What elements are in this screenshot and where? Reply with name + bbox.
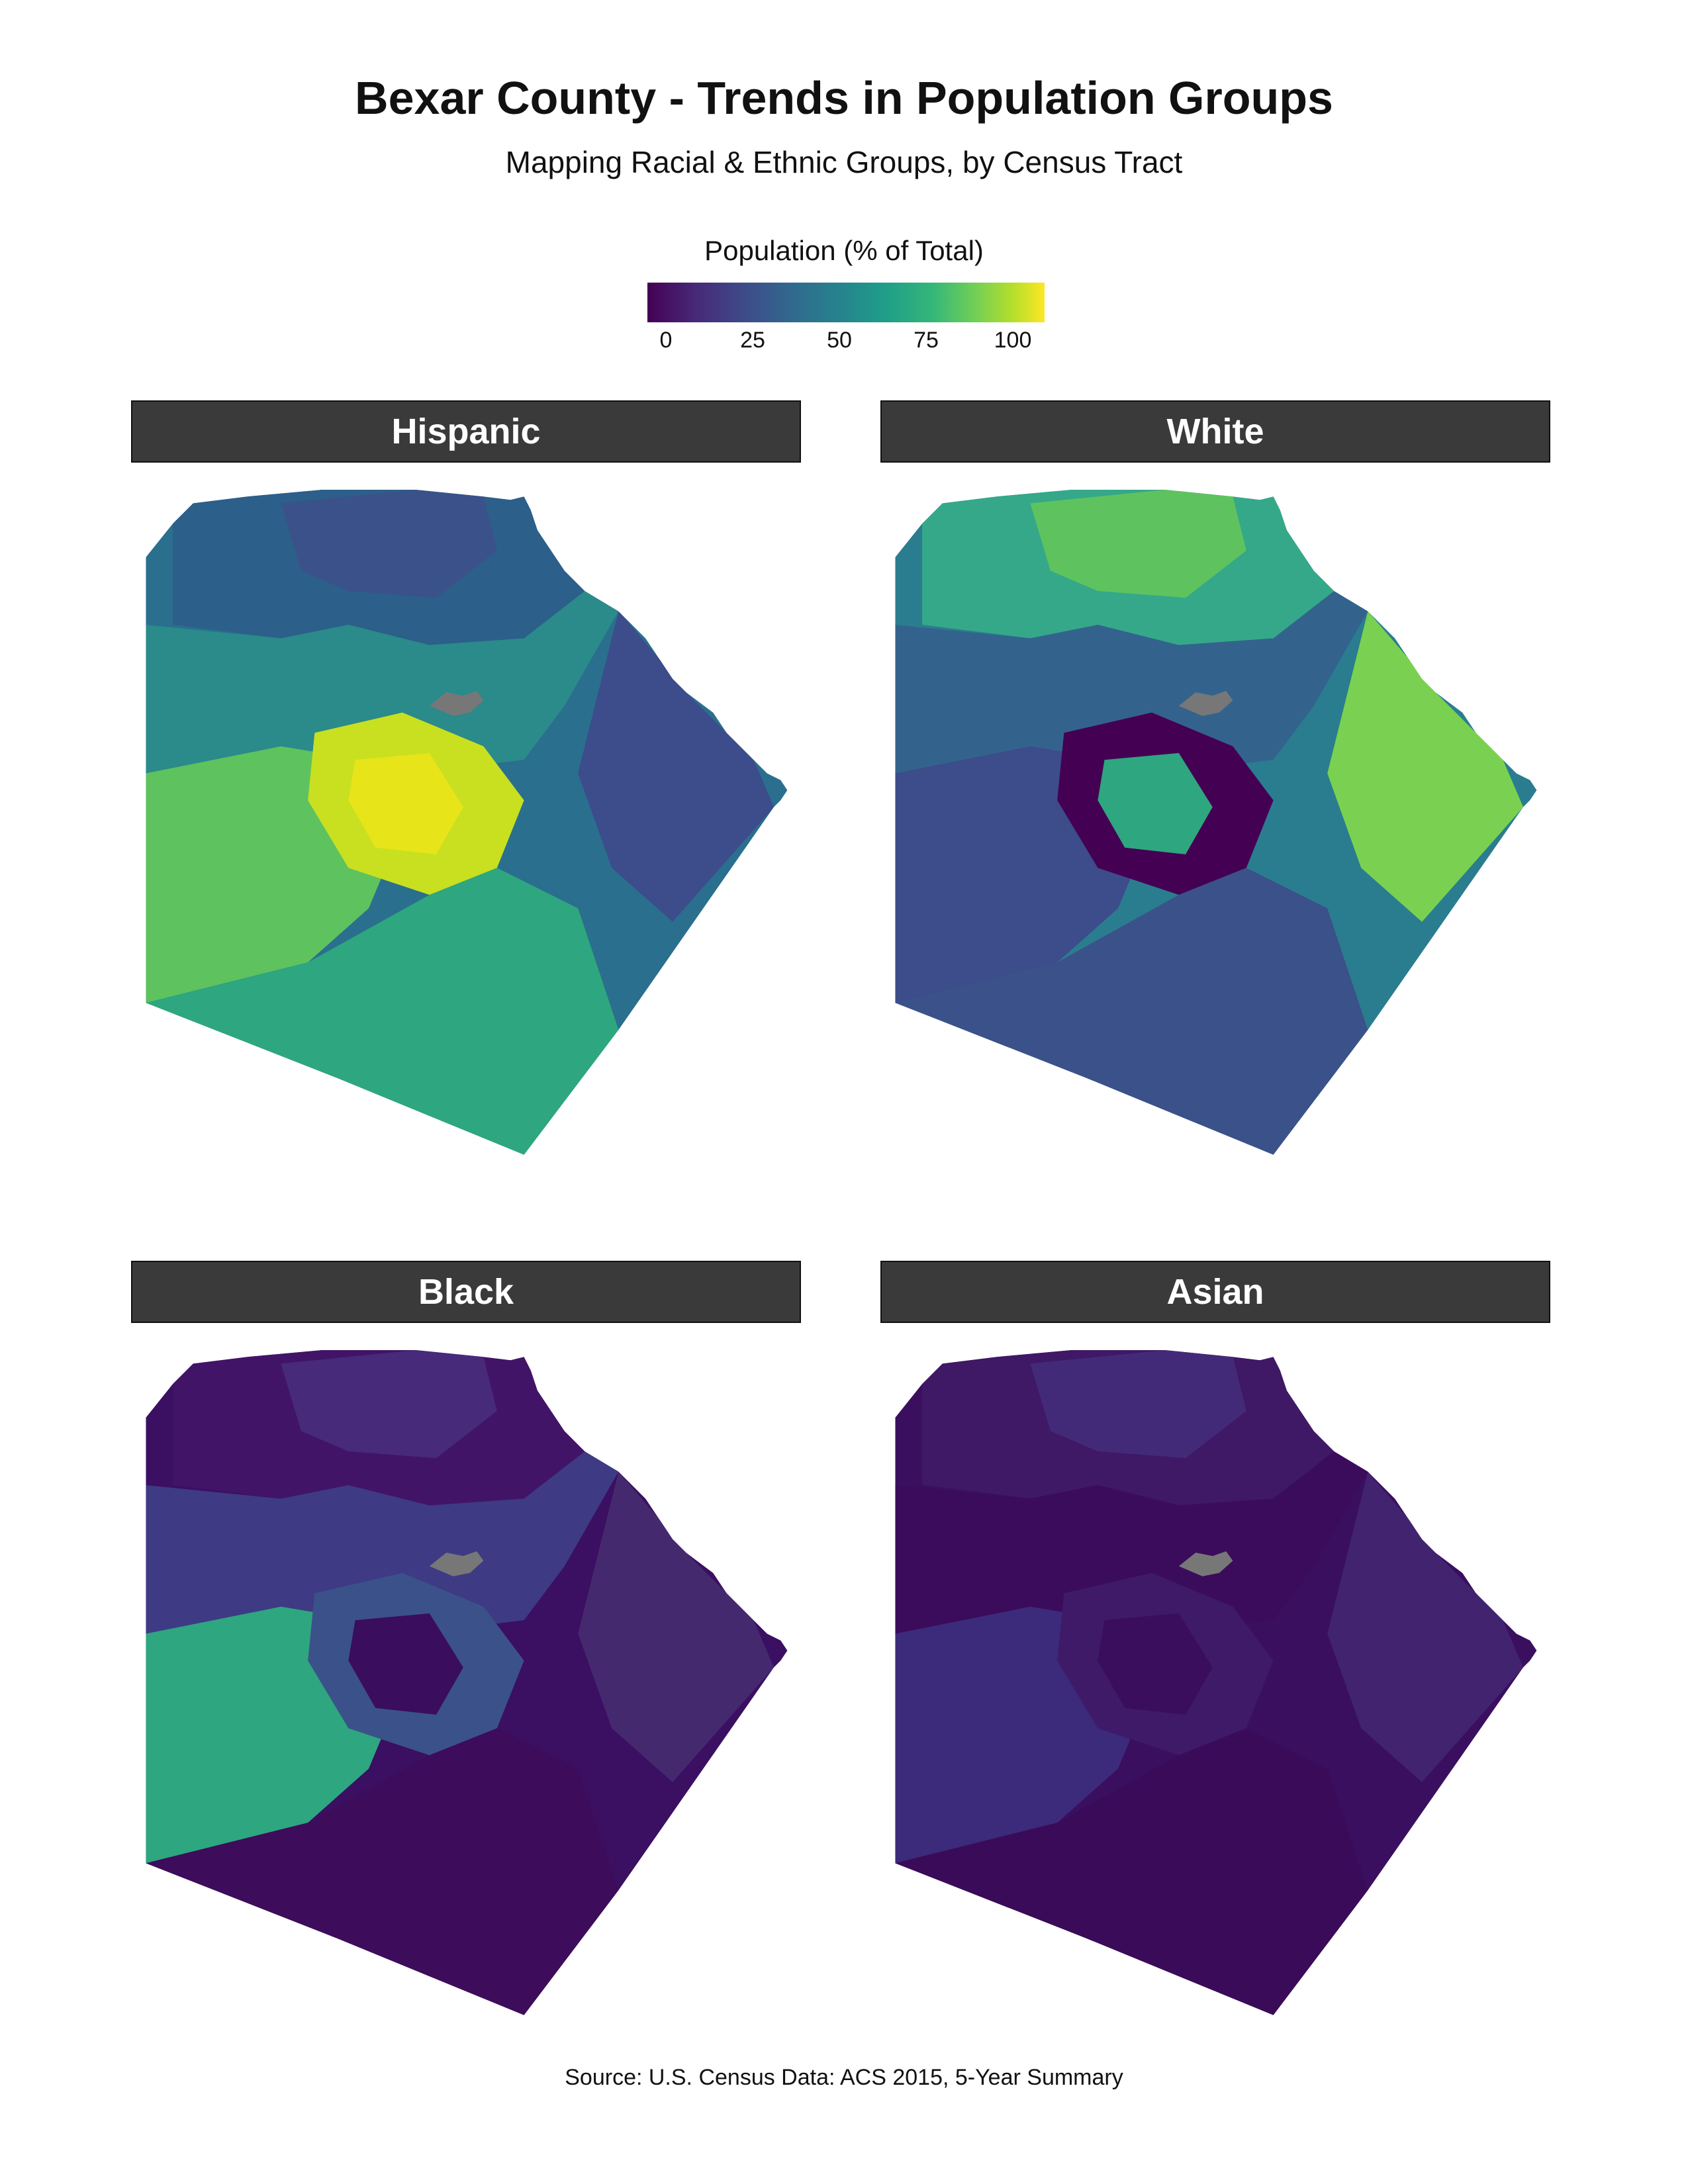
page-subtitle: Mapping Racial & Ethnic Groups, by Censu… (505, 145, 1183, 179)
census-tract-region (146, 1451, 619, 1634)
county-map-svg (146, 490, 788, 1155)
color-legend: Population (% of Total) 0 25 50 75 100 (0, 235, 1688, 367)
source-caption: Source: U.S. Census Data: ACS 2015, 5-Ye… (565, 2065, 1123, 2090)
panel-header-white: White (880, 400, 1550, 463)
legend-tick-label: 25 (740, 328, 765, 353)
census-tract-region (348, 752, 463, 854)
census-tract-region (1098, 1613, 1213, 1715)
county-map-svg (895, 490, 1537, 1155)
census-tract-region (146, 868, 619, 1155)
legend-title: Population (% of Total) (704, 235, 984, 266)
missing-data-tract (429, 691, 484, 716)
map-hispanic (139, 490, 801, 1158)
county-map-svg (146, 1350, 788, 2015)
census-tract-region (895, 1728, 1368, 2015)
census-tract-region (1327, 611, 1524, 922)
missing-data-tract (429, 1551, 484, 1576)
census-tract-region (1030, 1350, 1246, 1459)
legend-tick-label: 0 (659, 328, 673, 353)
census-tract-region (348, 1613, 463, 1715)
missing-data-tract (1178, 1551, 1233, 1576)
map-white (888, 490, 1550, 1158)
census-tract-region (146, 1728, 619, 2015)
county-map-svg (895, 1350, 1537, 2015)
census-tract-region (895, 868, 1368, 1155)
census-tract-region (578, 1471, 774, 1782)
legend-colorbar (647, 283, 1045, 322)
census-tract-region (895, 1451, 1368, 1634)
census-tract-region (281, 1350, 497, 1459)
panel-header-asian: Asian (880, 1261, 1550, 1323)
map-black (139, 1350, 801, 2019)
page-title: Bexar County - Trends in Population Grou… (355, 72, 1333, 124)
legend-ticks: 0 25 50 75 100 (0, 328, 1688, 361)
census-tract-region (1098, 752, 1213, 854)
legend-tick-label: 100 (994, 328, 1032, 353)
legend-tick-label: 50 (827, 328, 852, 353)
map-asian (888, 1350, 1550, 2019)
panel-header-hispanic: Hispanic (131, 400, 801, 463)
census-tract-region (1030, 490, 1246, 598)
missing-data-tract (1178, 691, 1233, 716)
legend-tick-label: 75 (914, 328, 939, 353)
census-tract-region (281, 490, 497, 598)
census-tract-region (578, 611, 774, 922)
census-tract-region (1327, 1471, 1524, 1782)
panel-header-black: Black (131, 1261, 801, 1323)
